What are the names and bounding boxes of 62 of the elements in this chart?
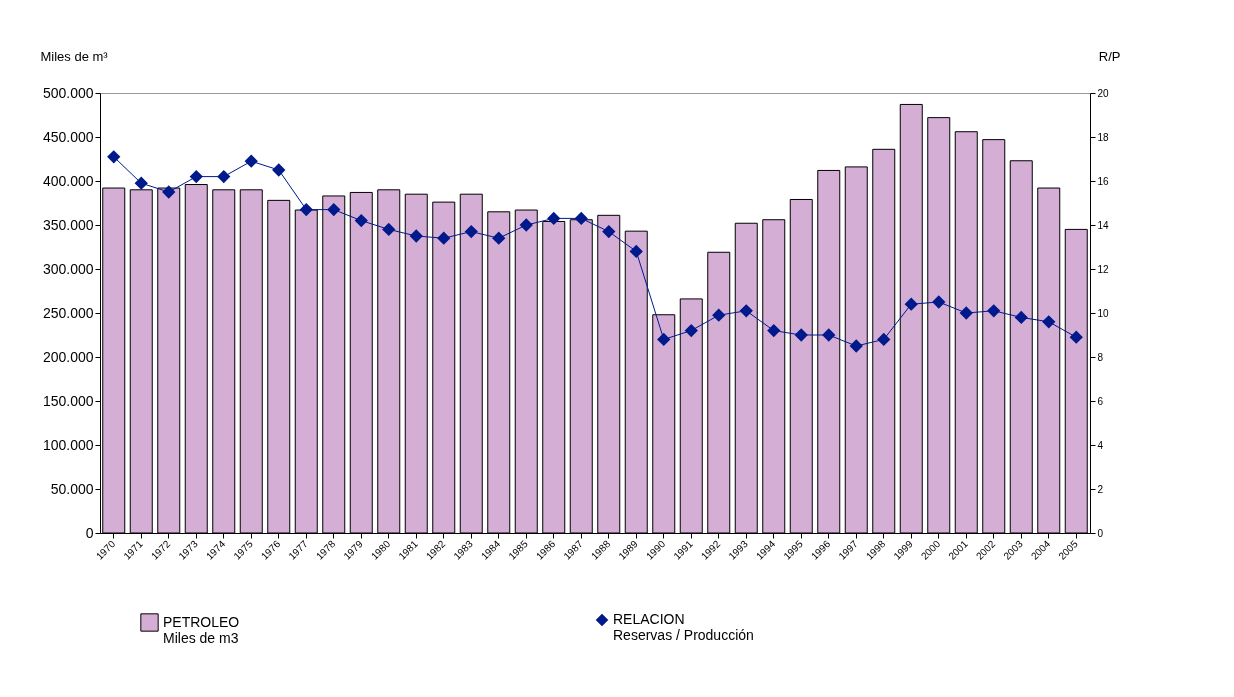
y-tick-label: 200.000 (42, 348, 94, 365)
point (575, 212, 588, 225)
point (437, 231, 450, 245)
point (272, 163, 285, 177)
point (245, 154, 258, 168)
y-tick-label: 150.000 (42, 392, 94, 409)
point (107, 150, 120, 164)
y-tick-label: 100.000 (42, 436, 94, 453)
point (767, 324, 780, 337)
point (410, 229, 423, 243)
point (135, 176, 148, 190)
point (960, 306, 973, 320)
point (492, 231, 505, 245)
y2-tick-label: 4 (1097, 439, 1104, 451)
y2-axis-title: R/P (1098, 48, 1121, 64)
y-tick-label: 250.000 (42, 304, 94, 321)
point (932, 295, 945, 309)
y2-tick-label: 2 (1097, 483, 1104, 495)
y2-tick-label: 18 (1097, 131, 1110, 143)
point (217, 170, 230, 183)
y-axis-title: Miles de m³ (40, 48, 109, 64)
point (327, 203, 340, 216)
y2-tick-label: 10 (1097, 307, 1110, 319)
y-tick-label: 50.000 (50, 480, 94, 497)
point (1042, 315, 1055, 329)
point (162, 185, 175, 199)
y-tick-label: 500.000 (42, 84, 94, 101)
point (795, 328, 808, 342)
point (602, 225, 615, 238)
legend-label: RELACION Reservas / Producción (613, 611, 754, 643)
point (657, 333, 670, 346)
point (630, 245, 643, 258)
point (740, 304, 753, 318)
y2-tick-label: 8 (1097, 351, 1104, 363)
y2-tick-label: 16 (1097, 175, 1110, 187)
point (355, 214, 368, 227)
point (547, 212, 560, 225)
y-tick-label: 300.000 (42, 260, 94, 277)
y2-tick-label: 6 (1097, 395, 1104, 407)
point (190, 170, 203, 183)
point (822, 328, 835, 342)
point (382, 223, 395, 236)
point (1070, 330, 1083, 344)
point (850, 339, 863, 353)
point (465, 225, 478, 238)
legend-label: PETROLEO Miles de m3 (163, 613, 240, 646)
point (905, 297, 918, 311)
point (520, 218, 533, 232)
y-tick-label: 350.000 (42, 216, 94, 233)
y2-tick-label: 14 (1097, 219, 1110, 231)
y-tick-label: 400.000 (42, 172, 94, 189)
y-tick-label: 0 (85, 524, 94, 541)
point (1015, 311, 1028, 324)
y2-tick-label: 20 (1097, 87, 1110, 99)
y2-tick-label: 12 (1097, 263, 1110, 275)
y-tick-label: 450.000 (42, 128, 94, 145)
point (987, 304, 1000, 318)
y2-tick-label: 0 (1097, 527, 1104, 539)
point (685, 324, 698, 337)
point (300, 203, 313, 216)
point (877, 333, 890, 346)
point (712, 308, 725, 322)
